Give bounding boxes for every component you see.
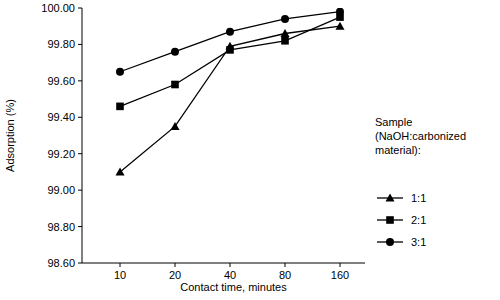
y-tick: [78, 44, 82, 45]
legend-title-line: Sample: [375, 116, 412, 128]
x-axis-label: Contact time, minutes: [180, 281, 287, 293]
series-line: [120, 17, 340, 106]
legend-label: 1:1: [411, 192, 426, 204]
x-tick: [120, 263, 121, 267]
data-point: [226, 28, 234, 36]
data-point: [171, 122, 180, 130]
data-point: [116, 167, 125, 175]
y-tick: [78, 80, 82, 81]
data-point: [281, 37, 289, 45]
y-tick: [78, 8, 82, 9]
x-tick: [175, 263, 176, 267]
x-tick: [230, 263, 231, 267]
legend-title-line: material):: [375, 144, 421, 156]
y-tick-label: 99.60: [47, 75, 75, 87]
x-tick: [285, 263, 286, 267]
data-point: [171, 81, 179, 89]
data-point: [281, 29, 290, 37]
y-tick: [78, 226, 82, 227]
y-tick-label: 99.00: [47, 184, 75, 196]
x-tick-label: 80: [279, 269, 291, 281]
legend-marker: [386, 194, 395, 202]
y-tick-label: 98.80: [47, 221, 75, 233]
data-point: [171, 48, 179, 56]
series-line: [120, 26, 340, 172]
y-tick: [78, 190, 82, 191]
data-point: [281, 15, 289, 23]
x-tick-label: 160: [331, 269, 349, 281]
data-point: [116, 68, 124, 76]
x-tick-label: 40: [224, 269, 236, 281]
legend-marker: [386, 238, 394, 246]
legend-title-line: (NaOH:carbonized: [375, 130, 466, 142]
x-tick: [340, 263, 341, 267]
y-tick: [78, 263, 82, 264]
x-tick-label: 10: [114, 269, 126, 281]
y-tick-label: 98.60: [47, 257, 75, 269]
data-point: [336, 22, 345, 30]
y-axis-label: Adsorption (%): [4, 99, 16, 172]
legend-label: 3:1: [411, 236, 426, 248]
data-point: [336, 8, 344, 16]
data-point: [116, 103, 124, 111]
y-tick: [78, 153, 82, 154]
x-tick-label: 20: [169, 269, 181, 281]
y-axis: [82, 8, 83, 263]
y-tick-label: 100.00: [41, 2, 75, 14]
y-tick-label: 99.20: [47, 148, 75, 160]
legend-title: Sample (NaOH:carbonized material):: [375, 116, 466, 156]
legend-label: 2:1: [411, 214, 426, 226]
chart: 98.60 98.80 99.00 99.20 99.40 99.60 99.80 100.0…: [0, 0, 500, 300]
x-axis: [82, 263, 365, 264]
series-line: [120, 12, 340, 72]
y-tick-label: 99.80: [47, 38, 75, 50]
legend-marker: [386, 216, 394, 224]
plot-area: [116, 8, 345, 175]
y-tick: [78, 117, 82, 118]
data-point: [226, 46, 234, 54]
y-tick-label: 99.40: [47, 111, 75, 123]
